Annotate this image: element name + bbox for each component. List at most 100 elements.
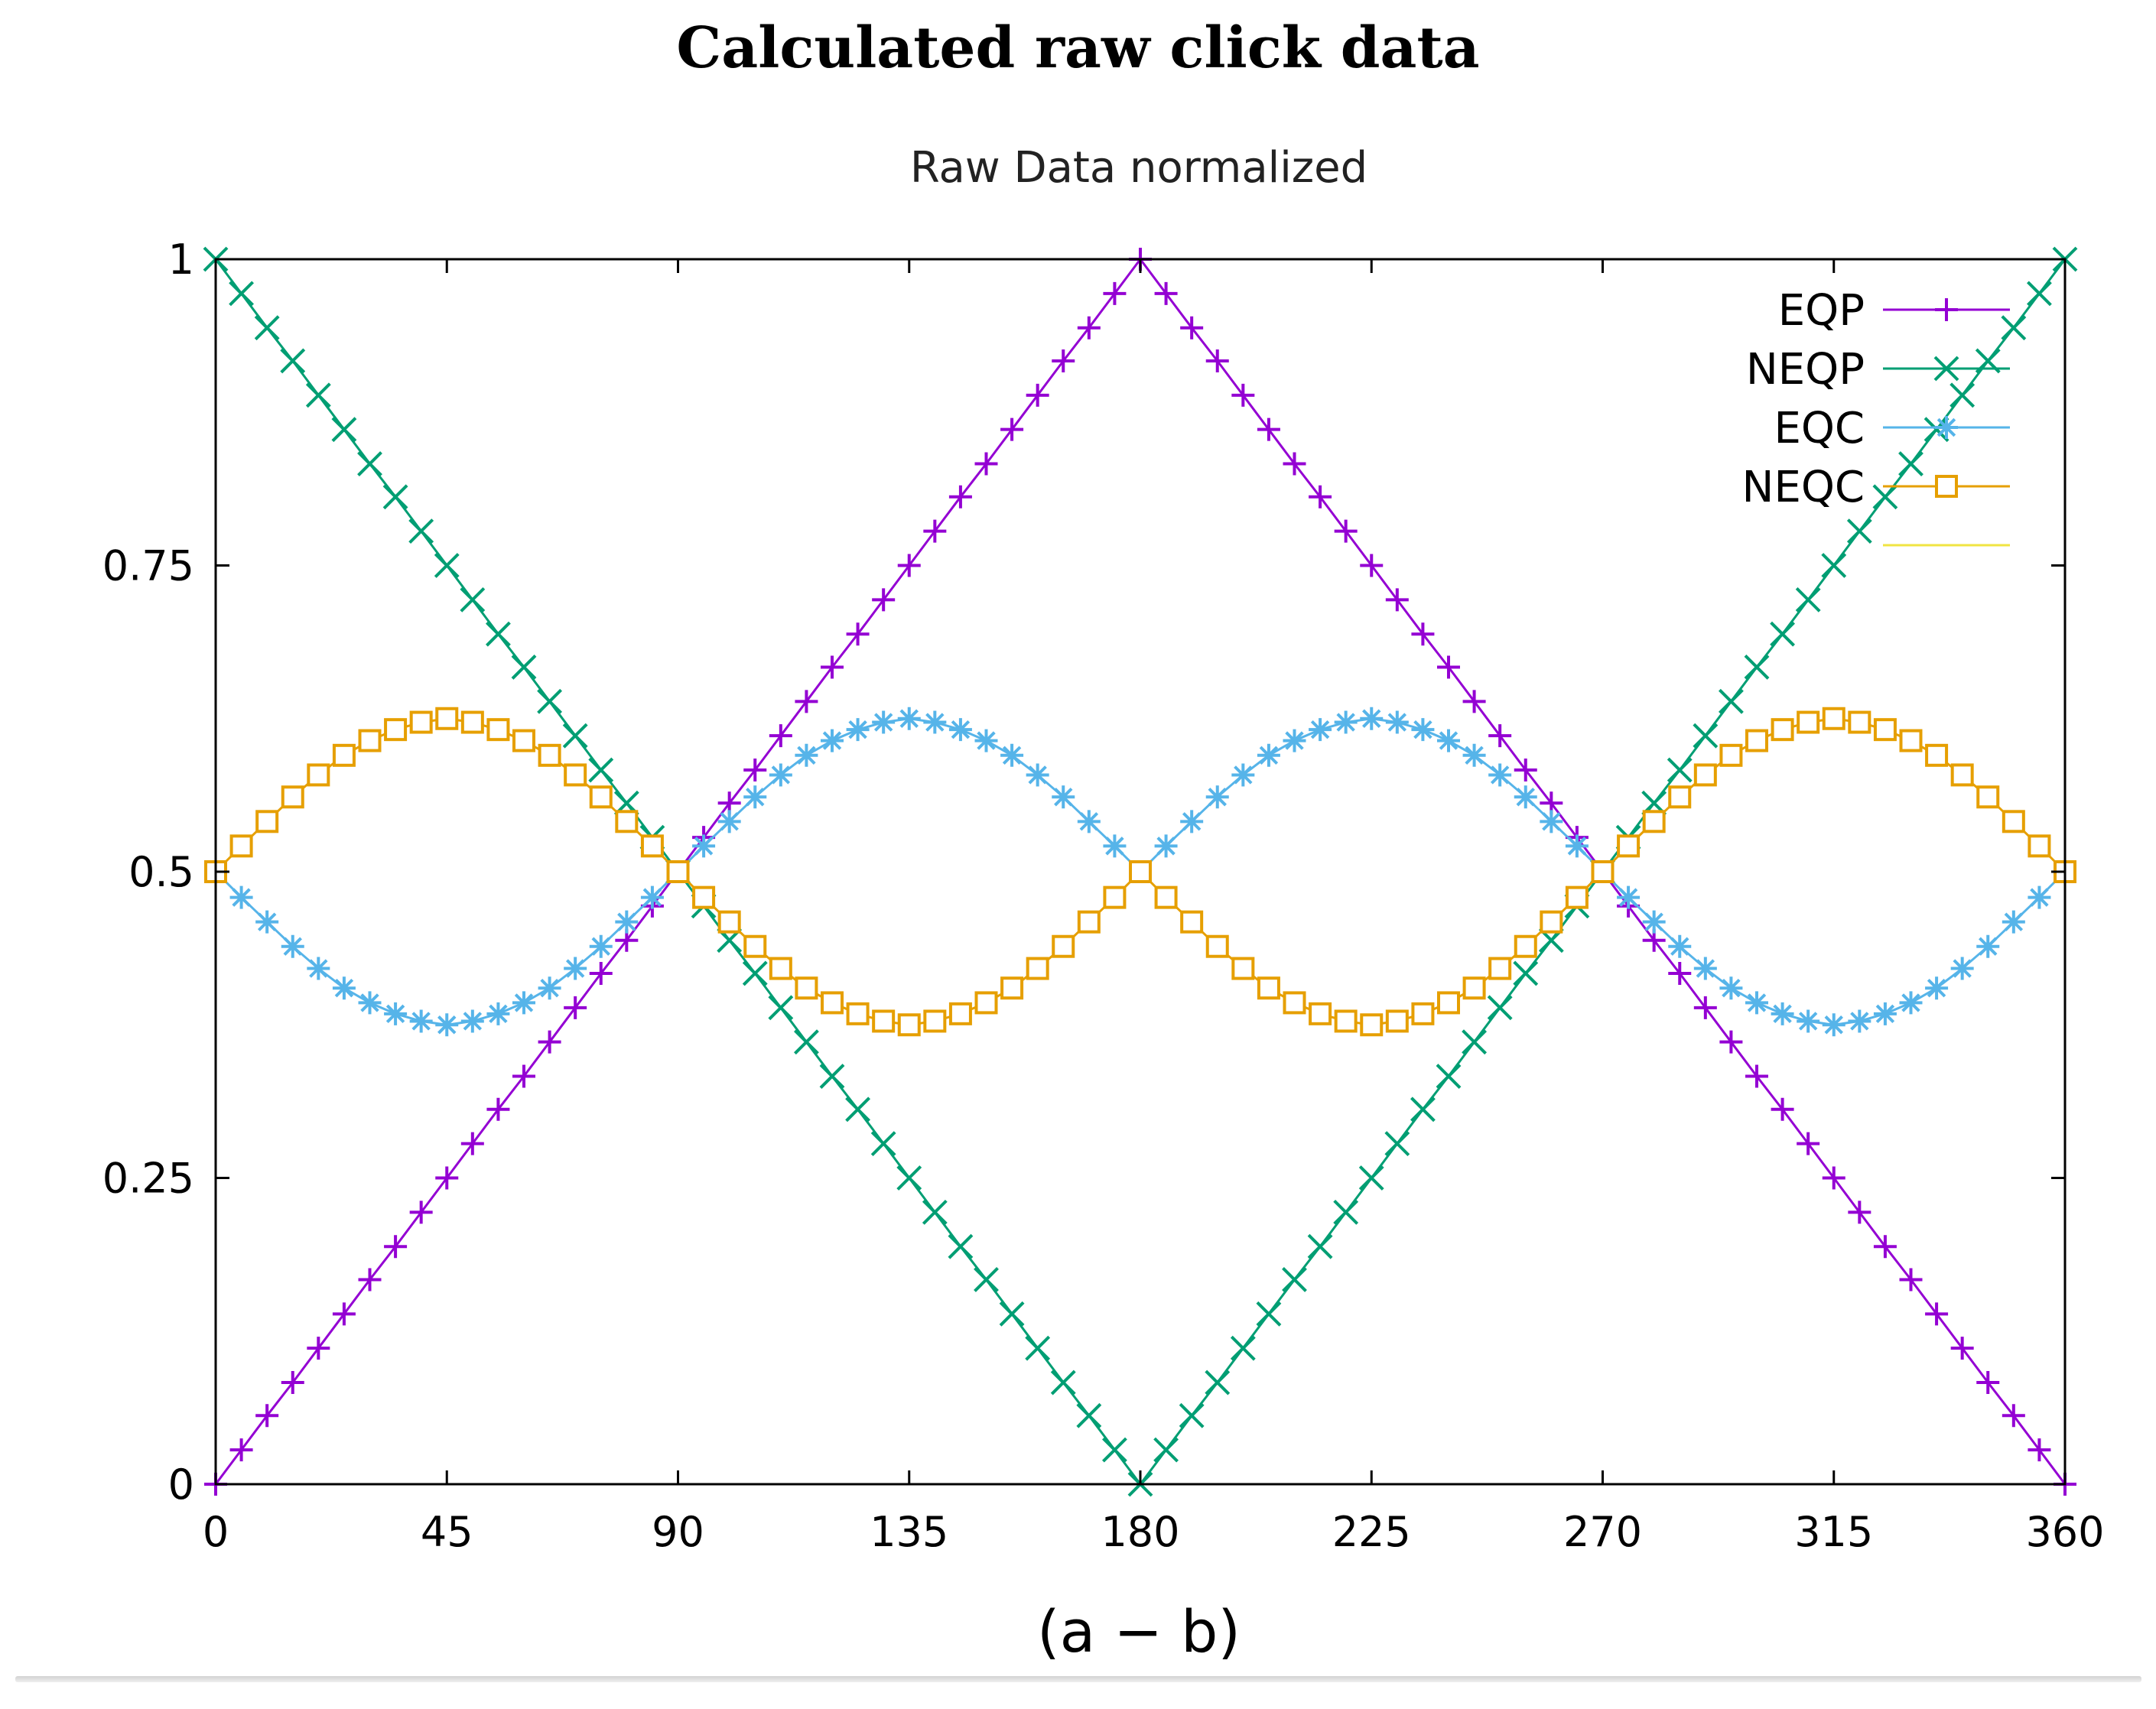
data-point [1693, 957, 1717, 980]
legend-marker [1935, 475, 1958, 498]
data-point [795, 976, 818, 1000]
data-point [358, 991, 382, 1015]
data-point [486, 1097, 510, 1121]
data-point [1950, 382, 1976, 408]
data-point [872, 1009, 896, 1033]
data-point [1179, 1402, 1205, 1428]
data-point [1899, 1268, 1923, 1291]
data-point [1899, 991, 1923, 1015]
data-point [1026, 763, 1049, 787]
data-point [1642, 910, 1666, 934]
data-point [486, 1002, 510, 1025]
data-point [846, 622, 870, 646]
data-point [1358, 1165, 1384, 1191]
data-point [1052, 785, 1075, 809]
data-point [562, 723, 588, 749]
data-point [307, 1337, 330, 1360]
data-point [1591, 860, 1615, 883]
legend-marker [1933, 356, 1959, 382]
data-point [640, 834, 664, 858]
series-neqc [204, 707, 2076, 1037]
data-point [409, 710, 433, 734]
data-point [564, 763, 587, 787]
data-point [1693, 723, 1719, 749]
data-point [538, 1030, 561, 1054]
data-point [588, 757, 614, 783]
data-point [255, 910, 279, 934]
data-point [1153, 1437, 1179, 1463]
data-point [434, 553, 460, 578]
data-point [923, 519, 947, 543]
data-point [589, 934, 613, 958]
data-point [1950, 957, 1974, 980]
data-point [1180, 316, 1204, 340]
data-point [1848, 1009, 1871, 1033]
data-point [1668, 961, 1692, 985]
data-point [1642, 810, 1666, 833]
data-point [1283, 729, 1306, 752]
y-tick-label: 0 [168, 1460, 194, 1509]
data-point [1384, 1131, 1410, 1157]
data-point [1462, 1029, 1487, 1055]
data-point [1411, 1002, 1435, 1025]
data-point [743, 934, 767, 958]
data-point [1514, 785, 1537, 809]
data-point [1437, 655, 1460, 679]
data-point [332, 743, 356, 767]
data-point [1488, 957, 1512, 980]
data-point [870, 1131, 896, 1157]
y-tick-label: 0.75 [102, 542, 194, 590]
data-point [1565, 885, 1589, 909]
data-point [307, 763, 330, 787]
data-point [435, 1166, 459, 1190]
data-point [2028, 885, 2051, 909]
data-point [1129, 860, 1152, 883]
data-point [1437, 991, 1460, 1015]
data-point [872, 710, 896, 734]
data-point [1077, 910, 1101, 934]
data-point [1052, 349, 1075, 372]
x-axis-label: (a − b) [1037, 1597, 1241, 1665]
data-point [409, 1201, 433, 1224]
data-point [1513, 960, 1539, 986]
x-tick-label: 0 [203, 1508, 229, 1556]
bottom-divider [15, 1676, 2141, 1682]
data-point [692, 834, 716, 858]
data-point [435, 707, 459, 730]
data-point [1360, 707, 1384, 730]
data-point [1771, 1097, 1794, 1121]
data-point [769, 957, 792, 980]
data-point [1411, 718, 1435, 742]
data-point [1514, 759, 1537, 782]
data-point [640, 885, 664, 909]
data-point [1205, 349, 1229, 372]
data-point [254, 315, 280, 341]
data-point [1205, 785, 1229, 809]
x-tick-label: 180 [1101, 1508, 1179, 1556]
data-point [281, 785, 304, 809]
data-point [358, 729, 382, 752]
data-point [1976, 785, 2000, 809]
data-point [1745, 729, 1768, 752]
data-point [846, 1002, 870, 1025]
data-point [1976, 1371, 2000, 1395]
data-point [717, 910, 741, 934]
data-point [795, 690, 818, 713]
data-point [2002, 810, 2025, 833]
data-point [1898, 451, 1923, 476]
data-point [974, 452, 998, 476]
data-point [486, 621, 511, 647]
data-point [229, 885, 253, 909]
data-point [2028, 1438, 2051, 1462]
data-point [1873, 1235, 1897, 1259]
data-point [2002, 1404, 2025, 1428]
data-point [1540, 810, 1563, 833]
data-point [1693, 996, 1717, 1019]
data-point [2002, 910, 2025, 934]
data-point [1668, 934, 1692, 958]
data-point [1385, 710, 1409, 734]
data-point [2001, 315, 2027, 341]
data-point [845, 1097, 870, 1123]
data-point [460, 586, 486, 612]
data-point [1025, 1335, 1051, 1361]
